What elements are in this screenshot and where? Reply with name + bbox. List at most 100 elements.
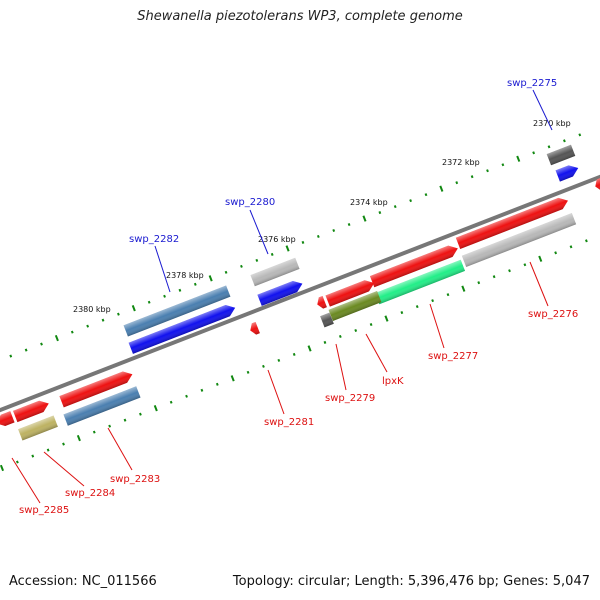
leader-line xyxy=(335,343,347,391)
gene-swp-2277[interactable] xyxy=(374,259,466,305)
scale-tick xyxy=(86,324,90,328)
gene-swp-2279[interactable] xyxy=(325,277,377,307)
scale-label-2370: 2370 kbp xyxy=(533,119,571,128)
scale-tick xyxy=(40,342,43,346)
scale-tick xyxy=(431,299,434,303)
scale-tick xyxy=(292,352,296,356)
scale-tick xyxy=(547,145,551,149)
scale-tick xyxy=(578,133,582,137)
gene-swp-2283[interactable] xyxy=(63,386,141,426)
gene-label-swp-2276[interactable]: swp_2276 xyxy=(528,309,578,320)
accession-text: Accession: NC_011566 xyxy=(9,574,157,589)
scale-tick xyxy=(585,239,588,243)
scale-tick xyxy=(347,223,351,227)
gene-swp-2277b[interactable] xyxy=(369,243,460,288)
gene-features xyxy=(0,144,600,441)
gene-label-swp-2284[interactable]: swp_2284 xyxy=(65,488,115,499)
scale-tick xyxy=(378,211,382,215)
scale-tick xyxy=(569,245,573,249)
scale-tick xyxy=(215,382,219,386)
gene-swp-2280[interactable] xyxy=(250,257,300,287)
gene-right-edge[interactable] xyxy=(593,177,600,192)
leader-line xyxy=(154,245,171,293)
scale-tick xyxy=(193,282,197,286)
genome-summary-text: Topology: circular; Length: 5,396,476 bp… xyxy=(232,574,590,589)
scale-label-2380: 2380 kbp xyxy=(73,305,111,314)
scale-tick xyxy=(117,312,120,316)
scale-tick xyxy=(554,251,558,255)
scale-tick xyxy=(470,175,474,179)
gene-swp-2280b[interactable] xyxy=(257,278,304,306)
leader-line xyxy=(249,209,269,255)
leader-line xyxy=(529,261,549,307)
gene-swp-2281[interactable] xyxy=(248,321,260,336)
scale-tick xyxy=(108,424,112,428)
gene-label-swp-2282[interactable]: swp_2282 xyxy=(129,234,179,245)
scale-tick xyxy=(224,270,228,274)
scale-tick xyxy=(301,240,305,244)
gene-label-swp-2283[interactable]: swp_2283 xyxy=(110,474,160,485)
scale-tick xyxy=(255,258,259,262)
scale-tick xyxy=(147,300,151,304)
scale-tick xyxy=(200,388,204,392)
scale-label-2372: 2372 kbp xyxy=(442,158,480,167)
gene-label-swp-2280[interactable]: swp_2280 xyxy=(225,197,275,208)
gene-swp-2283b[interactable] xyxy=(59,369,134,408)
map-title: Shewanella piezotolerans WP3, complete g… xyxy=(137,9,463,24)
scale-tick xyxy=(409,199,412,203)
scale-tick xyxy=(532,151,536,155)
gene-label-lpxk[interactable]: lpxK xyxy=(382,376,404,387)
genome-backbone xyxy=(0,174,600,413)
scale-tick xyxy=(369,323,373,327)
scale-tick xyxy=(185,394,188,398)
scale-tick xyxy=(163,294,166,298)
scale-tick xyxy=(285,245,290,252)
scale-tick xyxy=(62,442,65,446)
gene-swp-2279b[interactable] xyxy=(315,295,327,310)
scale-tick xyxy=(424,193,428,197)
scale-tick xyxy=(446,293,450,297)
scale-tick xyxy=(307,345,312,352)
gene-swp-2276b[interactable] xyxy=(455,195,570,249)
scale-tick xyxy=(0,464,5,472)
scale-tick xyxy=(9,354,13,358)
scale-tick xyxy=(54,334,59,342)
scale-tick xyxy=(508,269,511,273)
scale-tick xyxy=(70,330,74,334)
gene-swp-2275[interactable] xyxy=(546,144,576,166)
leader-line xyxy=(11,457,41,504)
scale-ticks xyxy=(0,133,588,472)
label-leaders xyxy=(11,89,553,504)
scale-tick xyxy=(338,334,342,339)
gene-swp-2276[interactable] xyxy=(461,213,577,267)
scale-tick xyxy=(277,358,281,362)
gene-label-swp-2275[interactable]: swp_2275 xyxy=(507,78,557,89)
gene-label-swp-2285[interactable]: swp_2285 xyxy=(19,505,69,516)
scale-tick xyxy=(538,255,543,262)
gene-label-swp-2279[interactable]: swp_2279 xyxy=(325,393,375,404)
leader-line xyxy=(43,451,85,487)
gene-label-swp-2277[interactable]: swp_2277 xyxy=(428,351,478,362)
scale-tick xyxy=(362,215,367,222)
leader-line xyxy=(365,333,388,373)
scale-tick xyxy=(169,400,173,404)
gene-label-swp-2281[interactable]: swp_2281 xyxy=(264,417,314,428)
gene-swp-2284[interactable] xyxy=(18,415,58,441)
scale-tick xyxy=(76,434,81,442)
gene-swp-2284b[interactable] xyxy=(13,398,51,423)
scale-tick xyxy=(439,185,444,192)
leader-line xyxy=(107,427,133,471)
gene-swp-2282[interactable] xyxy=(123,285,231,337)
gene-swp-2285[interactable] xyxy=(0,411,15,429)
gene-swp-2279c[interactable] xyxy=(320,312,334,328)
scale-tick xyxy=(354,328,358,333)
scale-tick xyxy=(208,275,213,282)
leader-line xyxy=(532,89,553,131)
scale-tick xyxy=(323,340,327,344)
scale-tick xyxy=(246,370,250,374)
gene-swp-2275b[interactable] xyxy=(555,162,581,182)
gene-swp-2282b[interactable] xyxy=(128,302,238,354)
scale-tick xyxy=(332,228,336,233)
gene-lpxk[interactable] xyxy=(328,290,382,322)
